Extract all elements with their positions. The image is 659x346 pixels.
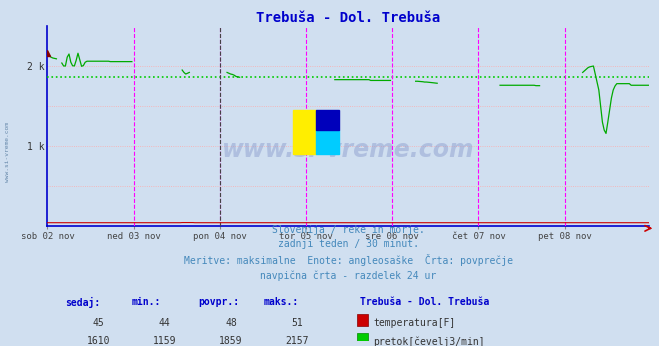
Text: 51: 51	[291, 318, 303, 328]
Text: povpr.:: povpr.:	[198, 297, 239, 307]
Text: 45: 45	[93, 318, 105, 328]
Text: 1859: 1859	[219, 336, 243, 346]
Text: 44: 44	[159, 318, 171, 328]
Text: www.si-vreme.com: www.si-vreme.com	[222, 138, 474, 162]
Text: min.:: min.:	[132, 297, 161, 307]
Text: Slovenija / reke in morje.
zadnji teden / 30 minut.
Meritve: maksimalne  Enote: : Slovenija / reke in morje. zadnji teden …	[184, 225, 513, 281]
Text: maks.:: maks.:	[264, 297, 299, 307]
Bar	[316, 110, 339, 130]
Text: sedaj:: sedaj:	[65, 297, 101, 308]
Text: 48: 48	[225, 318, 237, 328]
Bar	[293, 110, 316, 154]
Bar	[357, 315, 368, 326]
Bar	[316, 130, 339, 154]
Text: www.si-vreme.com: www.si-vreme.com	[5, 122, 10, 182]
Bar	[357, 333, 368, 344]
Text: Trebuša - Dol. Trebuša: Trebuša - Dol. Trebuša	[360, 297, 490, 307]
Text: temperatura[F]: temperatura[F]	[374, 318, 456, 328]
Text: 2157: 2157	[285, 336, 309, 346]
Title: Trebuša - Dol. Trebuša: Trebuša - Dol. Trebuša	[256, 11, 440, 25]
Text: 1159: 1159	[153, 336, 177, 346]
Text: pretok[čevelj3/min]: pretok[čevelj3/min]	[374, 336, 485, 346]
Text: 1610: 1610	[87, 336, 110, 346]
